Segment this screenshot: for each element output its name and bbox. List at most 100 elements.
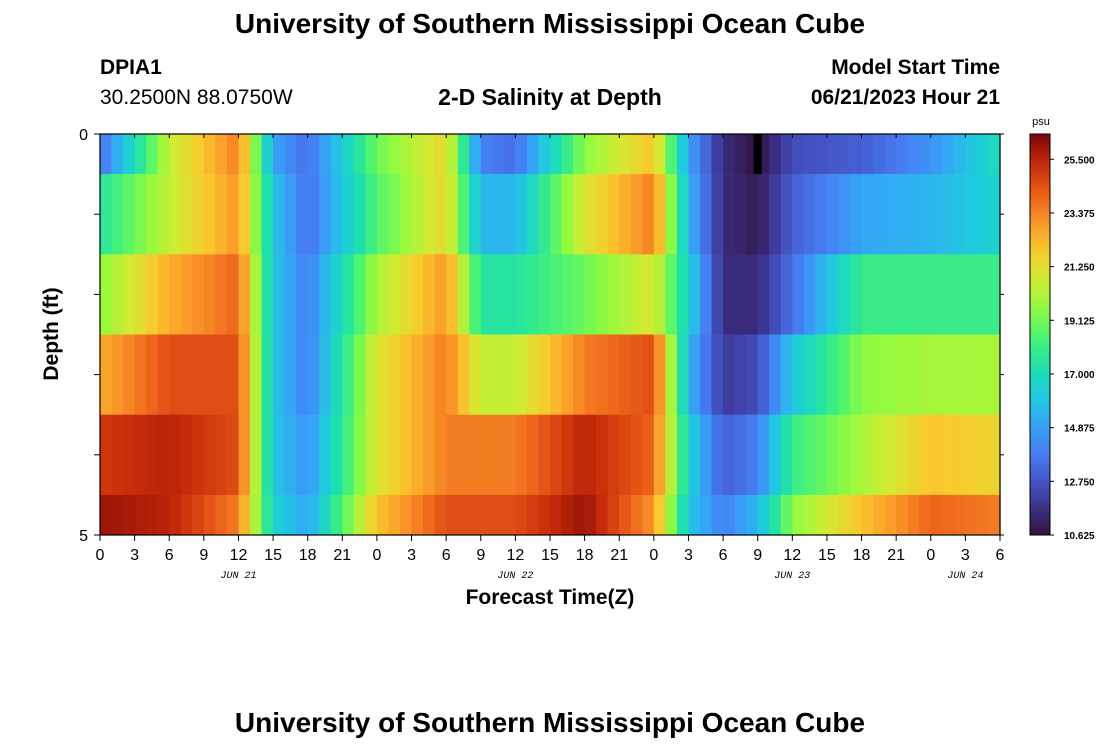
heatmap-cell: [330, 254, 343, 335]
heatmap-cell: [192, 334, 205, 415]
heatmap-cell: [838, 174, 851, 255]
heatmap-cell: [734, 334, 747, 415]
heatmap-cell: [100, 174, 113, 255]
heatmap-cell: [238, 334, 251, 415]
heatmap-cell: [526, 254, 540, 335]
heatmap-cell: [434, 414, 447, 496]
x-tick-label: 21: [887, 547, 905, 564]
heatmap-cell: [215, 254, 228, 335]
heatmap-cell: [480, 414, 493, 496]
heatmap-cell: [769, 134, 782, 175]
heatmap-cell: [480, 494, 493, 536]
heatmap-cell: [388, 334, 401, 415]
heatmap-cell: [573, 174, 586, 255]
heatmap-cell: [642, 174, 655, 255]
heatmap-cell: [965, 174, 978, 255]
heatmap-cell: [169, 174, 182, 255]
heatmap-cell: [976, 174, 990, 255]
heatmap-cell: [330, 414, 343, 496]
heatmap-cell: [111, 254, 124, 335]
heatmap-cell: [273, 174, 286, 255]
heatmap-cell: [953, 334, 966, 415]
heatmap-cell: [873, 174, 886, 255]
heatmap-cell: [376, 334, 390, 415]
heatmap-cell: [400, 414, 413, 496]
page-title: University of Southern Mississippi Ocean…: [234, 8, 866, 39]
heatmap-cell: [630, 334, 643, 415]
heatmap-cell: [100, 494, 113, 536]
x-axis-title: Forecast Time(Z): [466, 586, 635, 609]
heatmap-cell: [446, 254, 459, 335]
heatmap-cell: [642, 254, 655, 335]
heatmap-cell: [203, 494, 216, 536]
heatmap-cell: [826, 174, 840, 255]
heatmap-cell: [480, 134, 493, 175]
heatmap-cell: [757, 174, 770, 255]
heatmap-cell: [261, 334, 274, 415]
heatmap-cell: [676, 254, 690, 335]
heatmap-cell: [226, 174, 240, 255]
x-tick-label: 0: [926, 547, 935, 564]
heatmap-cell: [457, 254, 470, 335]
heatmap-cell: [561, 414, 574, 496]
heatmap-cell: [550, 414, 563, 496]
heatmap-cell: [884, 414, 897, 496]
heatmap-cell: [642, 134, 655, 175]
heatmap-cell: [538, 254, 551, 335]
colorbar-label: 17.000: [1064, 370, 1095, 381]
axes: 0 3 6 9 12 15 18 21 0 3 6 9 12 15 18 21 0 3 6 9 12 15 18 21 0 3 6 J…: [79, 127, 1004, 582]
heatmap-cell: [942, 254, 955, 335]
heatmap-cell: [573, 254, 586, 335]
x-tick-label: 21: [610, 547, 628, 564]
x-tick-label: 12: [506, 547, 524, 564]
heatmap-cell: [100, 414, 113, 496]
heatmap-cell: [792, 334, 805, 415]
x-tick-label: 6: [165, 547, 174, 564]
colorbar-gradient: [1029, 133, 1051, 536]
heatmap-cell: [861, 414, 874, 496]
heatmap-cell: [653, 494, 666, 536]
heatmap-cell: [250, 254, 263, 335]
heatmap-cell: [723, 494, 736, 536]
x-tick-label: 18: [299, 547, 317, 564]
heatmap-cell: [619, 334, 632, 415]
heatmap-cell: [526, 494, 540, 536]
heatmap-cell: [988, 174, 1001, 255]
heatmap-cell: [157, 414, 170, 496]
heatmap-cell: [134, 134, 147, 175]
heatmap-cell: [596, 254, 609, 335]
heatmap-cell: [134, 494, 147, 536]
heatmap-cell: [700, 334, 713, 415]
heatmap-cell: [746, 334, 759, 415]
heatmap-cell: [850, 254, 863, 335]
heatmap-cell: [665, 254, 678, 335]
heatmap-cell: [538, 134, 551, 175]
heatmap-cell: [792, 254, 805, 335]
heatmap-cell: [250, 414, 263, 496]
heatmap-cell: [907, 134, 920, 175]
heatmap-cell: [226, 334, 240, 415]
heatmap-cell: [930, 174, 943, 255]
heatmap-cell: [215, 174, 228, 255]
heatmap-cell: [896, 334, 909, 415]
x-tick-label: 12: [230, 547, 248, 564]
heatmap-cell: [642, 494, 655, 536]
heatmap-cell: [607, 174, 620, 255]
heatmap-cell: [503, 134, 516, 175]
heatmap-cell: [607, 494, 620, 536]
heatmap-cell: [988, 334, 1001, 415]
heatmap-cell: [688, 174, 701, 255]
heatmap-cell: [111, 494, 124, 536]
heatmap-cell: [653, 334, 666, 415]
heatmap-cell: [296, 134, 309, 175]
heatmap-cell: [792, 174, 805, 255]
heatmap-cell: [273, 414, 286, 496]
heatmap-cell: [942, 494, 955, 536]
heatmap-cell: [930, 414, 943, 496]
heatmap-cell: [930, 494, 943, 536]
heatmap-cell: [469, 174, 482, 255]
heatmap-cell: [665, 334, 678, 415]
heatmap-cell: [884, 334, 897, 415]
heatmap-cell: [446, 414, 459, 496]
heatmap-cell: [688, 254, 701, 335]
